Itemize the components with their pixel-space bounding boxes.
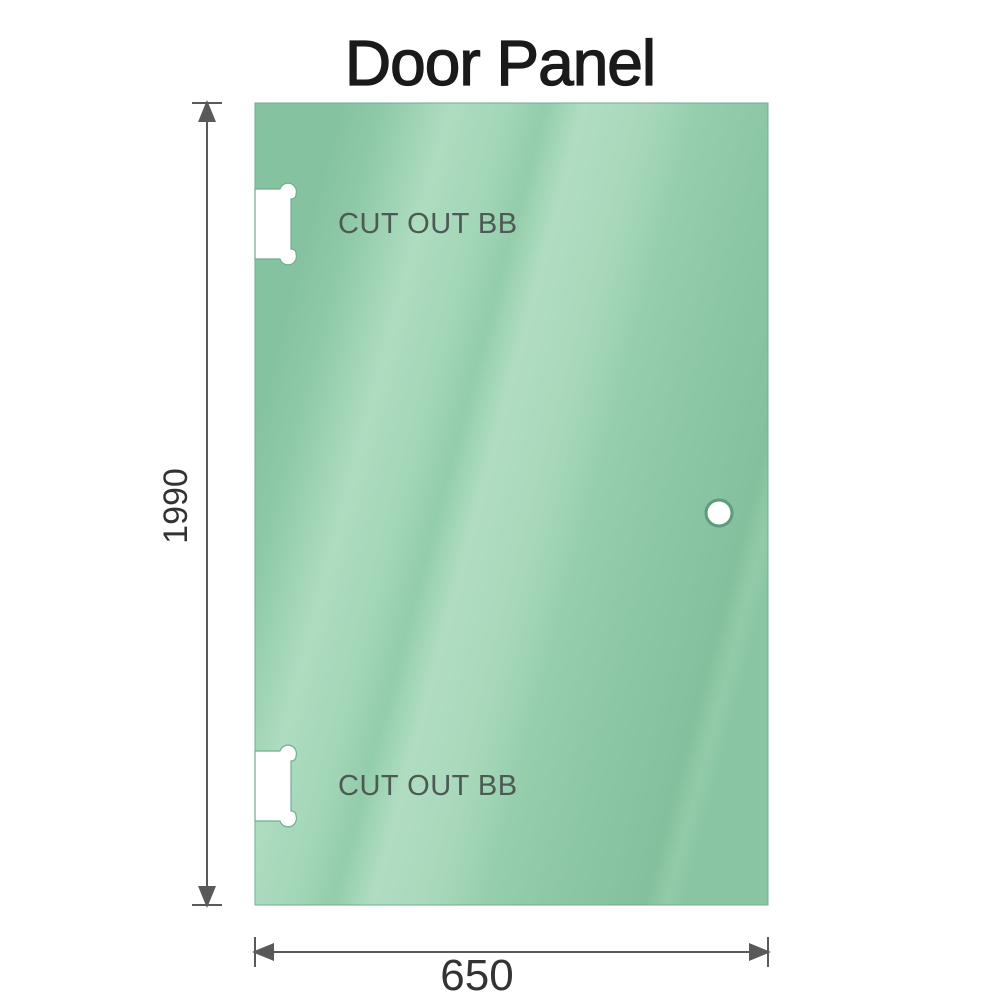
svg-text:CUT OUT BB: CUT OUT BB [338,770,518,802]
svg-text:CUT OUT BB: CUT OUT BB [338,208,518,240]
svg-text:1990: 1990 [157,468,195,544]
svg-text:650: 650 [440,951,513,1000]
